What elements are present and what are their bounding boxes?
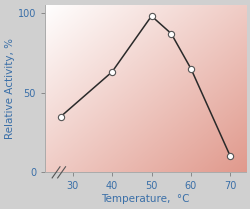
Y-axis label: Relative Activity, %: Relative Activity, %	[5, 38, 15, 139]
X-axis label: Temperature,  °C: Temperature, °C	[101, 194, 189, 204]
